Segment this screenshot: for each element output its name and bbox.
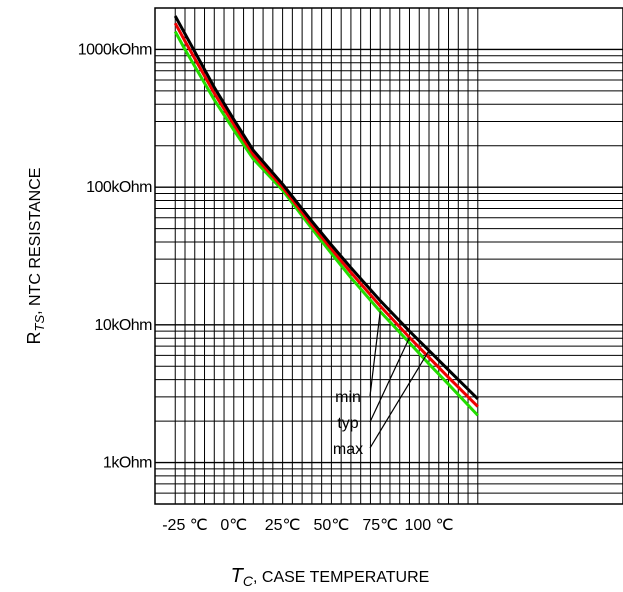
- x-tick-label: 100 ℃: [404, 517, 453, 534]
- x-tick-labels: -25 ℃ 0℃ 25℃ 50℃ 75℃ 100 ℃: [162, 517, 453, 534]
- series-line-typ: [173, 22, 479, 408]
- x-tick-label: 50℃: [314, 517, 350, 534]
- x-axis-title-sub: C: [243, 573, 254, 589]
- x-tick-label: -25 ℃: [162, 517, 208, 534]
- series-line-min: [173, 30, 479, 417]
- annotation-label-min: min: [335, 389, 361, 406]
- x-tick-label: 25℃: [265, 517, 301, 534]
- grid: [155, 7, 623, 505]
- plot-frame: [154, 7, 623, 505]
- series-line-max: [173, 15, 479, 400]
- y-tick-label: 10kOhm: [95, 317, 153, 334]
- y-axis-title-sub: TS: [32, 315, 47, 332]
- y-tick-labels: 1kOhm 10kOhm 100kOhm 1000kOhm: [78, 41, 153, 472]
- annotations: min typ max: [333, 311, 430, 458]
- y-tick-label: 1000kOhm: [78, 41, 152, 58]
- annotation-leader-min: [369, 311, 381, 397]
- x-axis-title: TC, CASE TEMPERATURE: [231, 565, 430, 589]
- y-axis-title-rest: , NTC RESISTANCE: [27, 168, 44, 315]
- y-tick-label: 1kOhm: [103, 455, 152, 472]
- annotation-leader-max: [369, 350, 430, 449]
- x-tick-label: 0℃: [220, 517, 247, 534]
- annotation-label-max: max: [333, 441, 363, 458]
- annotation-leader-typ: [369, 337, 411, 423]
- y-axis-title: RTS, NTC RESISTANCE: [24, 168, 47, 345]
- annotation-label-typ: typ: [337, 415, 358, 432]
- x-axis-title-rest: , CASE TEMPERATURE: [253, 569, 429, 586]
- x-axis-title-main: T: [231, 565, 245, 587]
- series-lines: [173, 15, 479, 417]
- x-tick-label: 75℃: [362, 517, 398, 534]
- y-tick-label: 100kOhm: [86, 179, 152, 196]
- y-axis-title-main: R: [24, 331, 44, 344]
